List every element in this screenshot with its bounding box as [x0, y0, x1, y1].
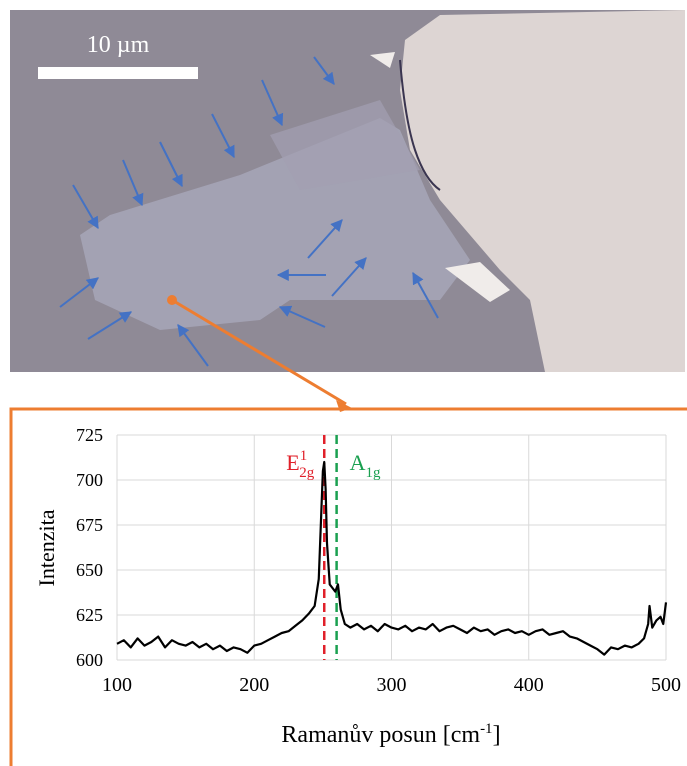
y-tick-label: 675 — [76, 515, 103, 535]
micrograph — [10, 10, 685, 412]
y-tick-label: 650 — [76, 560, 103, 580]
x-tick-label: 400 — [514, 674, 544, 696]
y-tick-label: 725 — [76, 425, 103, 445]
y-tick-label: 700 — [76, 470, 103, 490]
y-tick-label: 625 — [76, 605, 103, 625]
peak-label-sup: 1 — [300, 448, 308, 464]
peak-label-base: A — [350, 450, 366, 475]
spectrum-line — [116, 460, 668, 656]
peak-label: E1 2g — [286, 448, 314, 481]
y-axis-label: Intenzita — [34, 509, 59, 586]
peak-label-sub: 1g — [365, 465, 381, 481]
y-tick-label: 600 — [76, 650, 103, 670]
inset-frame — [9, 407, 687, 766]
peak-label-sub: 2g — [299, 465, 315, 481]
x-tick-label: 300 — [377, 674, 407, 696]
x-tick-label: 200 — [239, 674, 269, 696]
x-tick-label: 500 — [651, 674, 681, 696]
x-tick-label: 100 — [102, 674, 132, 696]
x-axis-label-end: ] — [493, 722, 501, 748]
scale-bar-label: 10 µm — [87, 32, 150, 58]
peak-label: A1g — [350, 450, 381, 481]
peak-label-base: E — [286, 450, 299, 475]
x-axis-label-text: Ramanův posun [cm — [281, 722, 480, 748]
x-axis-label-sup: -1 — [480, 721, 493, 737]
x-axis-label: Ramanův posun [cm-1] — [281, 721, 500, 748]
